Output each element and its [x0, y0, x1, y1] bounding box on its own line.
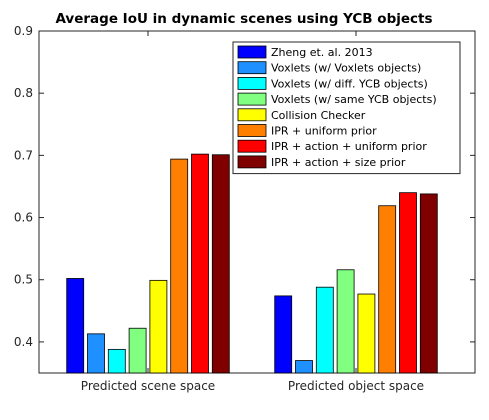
legend-label: IPR + uniform prior — [271, 125, 377, 138]
y-tick-label: 0.5 — [14, 273, 33, 287]
legend-swatch — [237, 139, 267, 153]
bar-8-scene — [211, 154, 230, 374]
bar-3-object — [315, 286, 334, 374]
legend-label: Collision Checker — [271, 109, 366, 122]
legend-swatch — [237, 92, 267, 106]
legend-label: Zheng et. al. 2013 — [271, 46, 373, 59]
bar-1-object — [274, 295, 293, 374]
y-tick-label: 0.4 — [14, 335, 33, 349]
legend-swatch — [237, 45, 267, 59]
bar-8-object — [419, 193, 438, 374]
legend-label: IPR + action + size prior — [271, 156, 406, 169]
legend-label: Voxlets (w/ Voxlets objects) — [271, 62, 421, 75]
legend: Zheng et. al. 2013 Voxlets (w/ Voxlets ob… — [232, 41, 461, 175]
bar-6-object — [378, 205, 397, 374]
chart-title: Average IoU in dynamic scenes using YCB … — [55, 11, 432, 27]
bar-5-object — [357, 293, 376, 374]
legend-swatch — [237, 155, 267, 169]
bar-4-object — [336, 269, 355, 374]
bar-4-scene — [128, 327, 147, 374]
bar-6-scene — [170, 158, 189, 374]
bar-7-object — [399, 192, 417, 374]
bar-2-object — [295, 360, 313, 374]
legend-label: Voxlets (w/ same YCB objects) — [271, 93, 437, 106]
x-category-label: Predicted object space — [288, 379, 424, 393]
legend-swatch — [237, 108, 267, 122]
y-tick-label: 0.9 — [14, 24, 33, 38]
legend-swatch — [237, 124, 267, 137]
bar-2-scene — [87, 333, 105, 374]
legend-label: IPR + action + uniform prior — [271, 140, 427, 153]
bar-5-scene — [149, 279, 168, 374]
y-tick-label: 0.8 — [14, 86, 33, 100]
x-axis: Predicted scene space Predicted object sp… — [81, 31, 424, 393]
bar-3-scene — [107, 348, 126, 374]
y-axis: 0.4 0.5 0.6 0.7 0.8 0.9 — [14, 24, 475, 349]
legend-swatch — [237, 61, 267, 75]
legend-swatch — [237, 77, 267, 90]
bar-7-scene — [191, 153, 209, 374]
legend-label: Voxlets (w/ diff. YCB objects) — [271, 77, 428, 90]
bars-group — [66, 153, 438, 374]
bar-1-scene — [66, 278, 85, 374]
legend-box — [232, 41, 461, 175]
x-category-label: Predicted scene space — [81, 379, 215, 393]
y-tick-label: 0.6 — [14, 211, 33, 225]
y-tick-label: 0.7 — [14, 148, 33, 162]
